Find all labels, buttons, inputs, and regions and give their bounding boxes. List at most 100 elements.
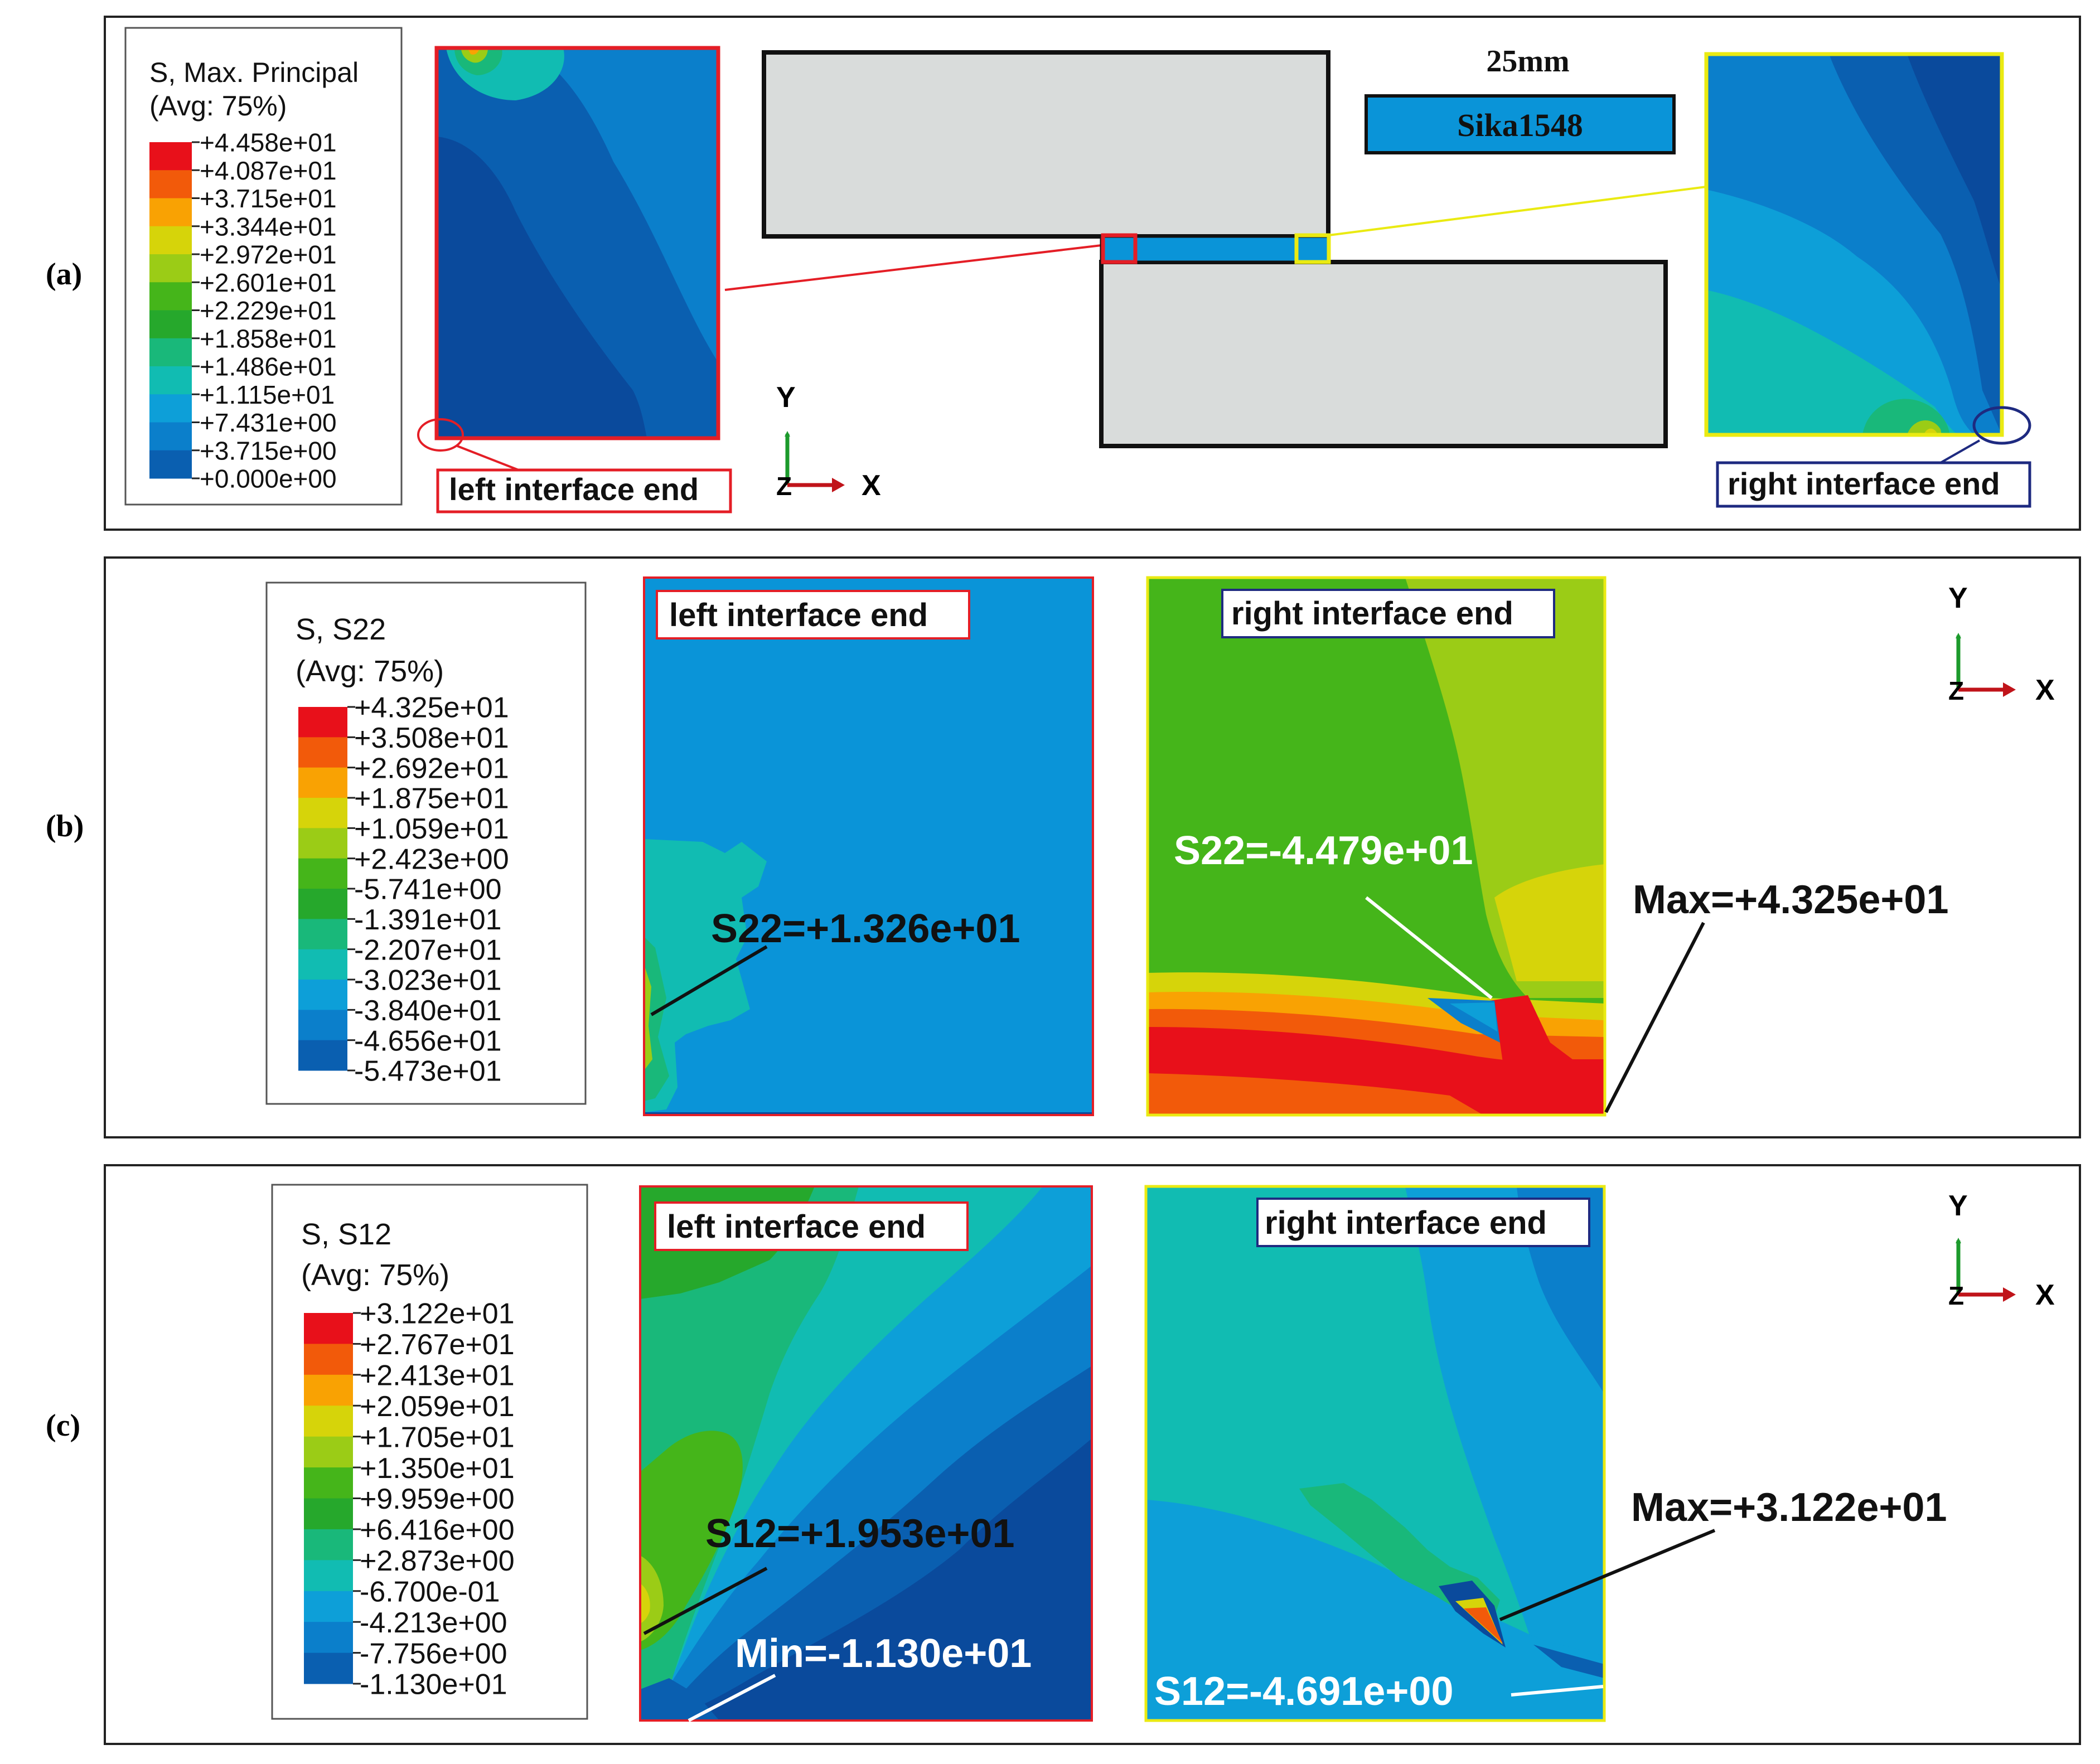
legend-a-swatch <box>149 338 192 367</box>
legend-b-value: +2.692e+01 <box>354 752 509 784</box>
legend-a-swatch <box>149 282 192 311</box>
legend-c-swatch <box>304 1374 353 1406</box>
legend-b-title: S, S22 <box>296 613 386 646</box>
panel-b-label: (b) <box>46 809 84 844</box>
legend-b-swatch <box>298 1040 347 1071</box>
legend-c: S, S12 (Avg: 75%) +3.122e+01+2.767e+01+2… <box>271 1184 588 1720</box>
legend-a-value: +3.715e+01 <box>200 184 337 213</box>
legend-b-swatch <box>298 737 347 768</box>
legend-c-swatch <box>304 1529 353 1561</box>
legend-c-value: -4.213e+00 <box>360 1607 507 1639</box>
legend-a: S, Max. Principal (Avg: 75%) +4.458e+01+… <box>124 27 403 506</box>
b-right-annotation: S22=-4.479e+01 <box>1174 828 1473 873</box>
contour-b-left-frame <box>643 576 1094 1116</box>
panel-a-frame <box>104 16 2081 531</box>
legend-a-value: +2.601e+01 <box>200 268 337 297</box>
legend-b-colorbar <box>298 707 347 1071</box>
legend-b-swatch <box>298 919 347 950</box>
legend-c-value: +3.122e+01 <box>360 1298 515 1330</box>
contour-a-right <box>1706 54 2002 435</box>
c-right-annotation-leader <box>1511 1685 1604 1697</box>
legend-b-swatch <box>298 949 347 980</box>
b-right-label: right interface end <box>1231 595 1513 632</box>
legend-a-value: +4.087e+01 <box>200 156 337 185</box>
legend-a-swatch <box>149 198 192 227</box>
legend-c-value: +2.873e+00 <box>360 1545 515 1577</box>
legend-b-value: +1.059e+01 <box>354 813 509 845</box>
legend-c-swatch <box>304 1313 353 1344</box>
axis-triad-a: Y Z X <box>776 381 881 502</box>
legend-b-value: +1.875e+01 <box>354 783 509 815</box>
legend-b-swatch <box>298 707 347 738</box>
panel-b-frame <box>104 556 2081 1138</box>
contour-c-right <box>1146 1186 1604 1721</box>
legend-a-value: +1.858e+01 <box>200 324 337 353</box>
lower-adherend <box>1099 260 1668 448</box>
axis-b-z: Z <box>1948 676 1964 705</box>
legend-a-colorbar <box>149 142 192 479</box>
axis-triad-c: Y Z X <box>1948 1190 2055 1311</box>
panel-c: (c) S, S12 (Avg: 75%) +3.122e+01+2.767e+… <box>46 1164 2081 1745</box>
legend-c-value: +1.350e+01 <box>360 1452 515 1485</box>
zoom-a-right-connector <box>1328 186 1707 236</box>
legend-c-swatch <box>304 1436 353 1468</box>
legend-a-swatch <box>149 422 192 451</box>
legend-a-value: +3.344e+01 <box>200 212 337 241</box>
legend-a-value: +0.000e+00 <box>200 464 337 493</box>
b-left-annotation-leader <box>650 945 768 1016</box>
legend-b-value: -3.840e+01 <box>354 995 502 1027</box>
c-left-annotation: S12=+1.953e+01 <box>705 1511 1015 1556</box>
legend-b-swatch <box>298 858 347 889</box>
legend-c-colorbar <box>304 1313 353 1684</box>
upper-adherend <box>762 50 1330 239</box>
c-right-annotation: S12=-4.691e+00 <box>1154 1669 1453 1714</box>
axis-triad-b: Y Z X <box>1948 582 2055 706</box>
legend-b-value: -3.023e+01 <box>354 965 502 997</box>
axis-a-y: Y <box>776 381 796 414</box>
left-end-pointer <box>457 445 519 471</box>
legend-a-swatch <box>149 142 192 171</box>
legend-b-swatch <box>298 889 347 919</box>
axis-c-y: Y <box>1948 1190 1968 1222</box>
legend-c-value: +2.413e+01 <box>360 1360 515 1392</box>
legend-c-labels: +3.122e+01+2.767e+01+2.413e+01+2.059e+01… <box>353 1298 515 1701</box>
c-left-label-box <box>654 1201 969 1251</box>
legend-c-value: -7.756e+00 <box>360 1637 507 1670</box>
c-min-annotation-leader <box>688 1674 776 1722</box>
legend-a-swatch <box>149 366 192 395</box>
scale-text: 25mm <box>1486 44 1569 79</box>
legend-b-value: -1.391e+01 <box>354 904 502 936</box>
legend-c-swatch <box>304 1406 353 1437</box>
legend-c-swatch <box>304 1498 353 1530</box>
legend-b-swatch <box>298 980 347 1010</box>
contour-c-right-frame <box>1144 1185 1606 1722</box>
zoom-a-left-frame <box>434 46 720 440</box>
legend-c-swatch <box>304 1344 353 1375</box>
right-end-zoom-marker <box>1294 233 1331 264</box>
legend-b-value: -2.207e+01 <box>354 934 502 966</box>
adhesive-swatch <box>1364 94 1676 154</box>
zoom-a-right-frame <box>1704 52 2004 437</box>
contour-c-left-frame <box>639 1185 1093 1722</box>
contour-b-right-frame <box>1146 576 1607 1117</box>
right-end-pointer <box>1940 439 1980 464</box>
axis-b-y: Y <box>1948 582 1968 614</box>
legend-c-swatch <box>304 1622 353 1654</box>
legend-b-swatch <box>298 1010 347 1041</box>
c-max-annotation: Max=+3.122e+01 <box>1631 1485 1947 1530</box>
b-right-label-box <box>1221 589 1555 638</box>
c-left-annotation-leader <box>643 1567 768 1635</box>
legend-c-swatch <box>304 1652 353 1684</box>
legend-a-value: +1.115e+01 <box>200 380 335 409</box>
legend-a-swatch <box>149 310 192 339</box>
c-right-label: right interface end <box>1265 1205 1547 1241</box>
legend-c-value: +6.416e+00 <box>360 1514 515 1547</box>
legend-a-value: +2.972e+01 <box>200 240 337 269</box>
legend-a-value: +3.715e+00 <box>200 436 337 465</box>
legend-b-swatch <box>298 798 347 828</box>
b-left-label: left interface end <box>669 597 928 633</box>
legend-c-value: -1.130e+01 <box>360 1669 507 1701</box>
legend-b-value: +2.423e+00 <box>354 843 509 875</box>
legend-a-swatch <box>149 394 192 423</box>
